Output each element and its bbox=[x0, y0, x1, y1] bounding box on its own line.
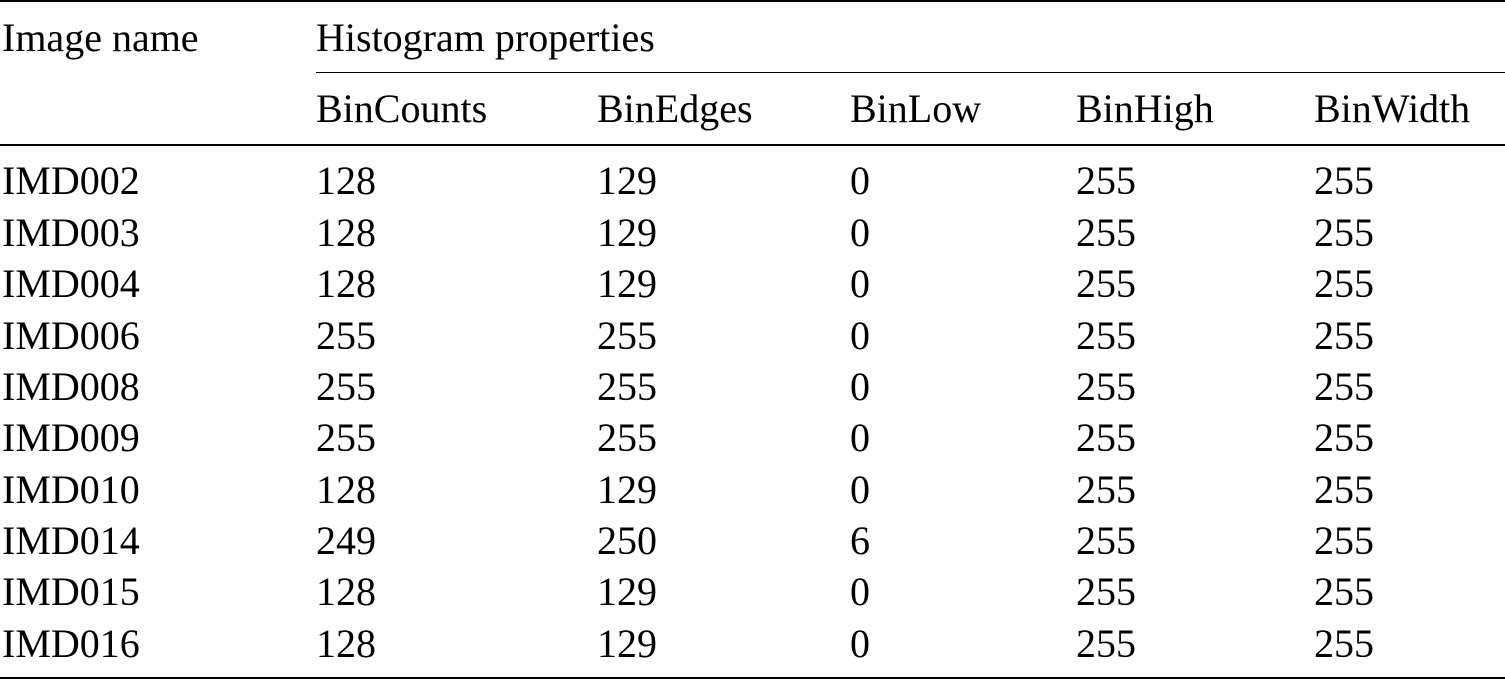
cell-bin-low: 0 bbox=[850, 261, 870, 306]
cell-bin-width: 255 bbox=[1314, 467, 1374, 512]
cell-bin-high: 255 bbox=[1076, 210, 1136, 255]
cell-image-name: IMD003 bbox=[2, 210, 140, 255]
table-row: IMD010 128 129 0 255 255 bbox=[0, 470, 1505, 522]
cell-bin-width: 255 bbox=[1314, 313, 1374, 358]
header-bin-high: BinHigh bbox=[1076, 86, 1214, 131]
cell-bin-edges: 129 bbox=[597, 467, 657, 512]
header-bin-low: BinLow bbox=[850, 86, 982, 131]
cell-bin-high: 255 bbox=[1076, 364, 1136, 409]
cell-bin-high: 255 bbox=[1076, 313, 1136, 358]
cell-bin-width: 255 bbox=[1314, 621, 1374, 666]
cell-bin-high: 255 bbox=[1076, 261, 1136, 306]
cell-bin-counts: 128 bbox=[316, 261, 376, 306]
table-bottom-rule bbox=[0, 677, 1505, 679]
table-row: IMD014 249 250 6 255 255 bbox=[0, 521, 1505, 573]
cell-bin-low: 0 bbox=[850, 158, 870, 203]
cell-bin-counts: 128 bbox=[316, 569, 376, 614]
cell-bin-edges: 129 bbox=[597, 569, 657, 614]
table-row: IMD003 128 129 0 255 255 bbox=[0, 213, 1505, 265]
cell-bin-counts: 255 bbox=[316, 313, 376, 358]
cell-bin-edges: 255 bbox=[597, 313, 657, 358]
cell-bin-high: 255 bbox=[1076, 518, 1136, 563]
table-row: IMD004 128 129 0 255 255 bbox=[0, 264, 1505, 316]
cell-bin-width: 255 bbox=[1314, 210, 1374, 255]
cell-image-name: IMD014 bbox=[2, 518, 140, 563]
header-bottom-rule bbox=[0, 144, 1505, 146]
cell-image-name: IMD004 bbox=[2, 261, 140, 306]
group-header-rule bbox=[316, 72, 1505, 73]
header-image-name: Image name bbox=[2, 15, 199, 60]
cell-bin-edges: 129 bbox=[597, 158, 657, 203]
table-row: IMD008 255 255 0 255 255 bbox=[0, 367, 1505, 419]
cell-bin-counts: 128 bbox=[316, 210, 376, 255]
cell-image-name: IMD006 bbox=[2, 313, 140, 358]
cell-bin-high: 255 bbox=[1076, 569, 1136, 614]
cell-bin-width: 255 bbox=[1314, 158, 1374, 203]
cell-bin-edges: 250 bbox=[597, 518, 657, 563]
cell-bin-low: 0 bbox=[850, 569, 870, 614]
cell-bin-edges: 129 bbox=[597, 621, 657, 666]
table-row: IMD015 128 129 0 255 255 bbox=[0, 572, 1505, 624]
cell-bin-high: 255 bbox=[1076, 415, 1136, 460]
cell-image-name: IMD009 bbox=[2, 415, 140, 460]
table-top-rule bbox=[0, 0, 1505, 2]
table-row: IMD002 128 129 0 255 255 bbox=[0, 161, 1505, 213]
cell-bin-width: 255 bbox=[1314, 569, 1374, 614]
table-row: IMD016 128 129 0 255 255 bbox=[0, 624, 1505, 676]
cell-bin-edges: 255 bbox=[597, 364, 657, 409]
cell-bin-low: 0 bbox=[850, 313, 870, 358]
cell-bin-width: 255 bbox=[1314, 261, 1374, 306]
cell-bin-counts: 255 bbox=[316, 364, 376, 409]
cell-image-name: IMD016 bbox=[2, 621, 140, 666]
cell-image-name: IMD010 bbox=[2, 467, 140, 512]
cell-bin-low: 0 bbox=[850, 415, 870, 460]
header-histogram-properties: Histogram properties bbox=[316, 15, 655, 60]
header-bin-counts: BinCounts bbox=[316, 86, 488, 131]
table-row: IMD009 255 255 0 255 255 bbox=[0, 418, 1505, 470]
cell-bin-edges: 255 bbox=[597, 415, 657, 460]
cell-image-name: IMD002 bbox=[2, 158, 140, 203]
cell-bin-counts: 128 bbox=[316, 621, 376, 666]
cell-bin-high: 255 bbox=[1076, 158, 1136, 203]
cell-bin-high: 255 bbox=[1076, 467, 1136, 512]
cell-bin-width: 255 bbox=[1314, 415, 1374, 460]
header-bin-edges: BinEdges bbox=[597, 86, 753, 131]
cell-bin-low: 6 bbox=[850, 518, 870, 563]
cell-bin-high: 255 bbox=[1076, 621, 1136, 666]
cell-bin-edges: 129 bbox=[597, 210, 657, 255]
cell-bin-width: 255 bbox=[1314, 364, 1374, 409]
cell-image-name: IMD008 bbox=[2, 364, 140, 409]
cell-bin-low: 0 bbox=[850, 621, 870, 666]
cell-bin-counts: 128 bbox=[316, 158, 376, 203]
cell-bin-low: 0 bbox=[850, 364, 870, 409]
cell-bin-low: 0 bbox=[850, 210, 870, 255]
cell-image-name: IMD015 bbox=[2, 569, 140, 614]
cell-bin-counts: 249 bbox=[316, 518, 376, 563]
cell-bin-width: 255 bbox=[1314, 518, 1374, 563]
cell-bin-low: 0 bbox=[850, 467, 870, 512]
cell-bin-counts: 128 bbox=[316, 467, 376, 512]
table-row: IMD006 255 255 0 255 255 bbox=[0, 316, 1505, 368]
cell-bin-edges: 129 bbox=[597, 261, 657, 306]
header-bin-width: BinWidth bbox=[1314, 86, 1471, 131]
cell-bin-counts: 255 bbox=[316, 415, 376, 460]
